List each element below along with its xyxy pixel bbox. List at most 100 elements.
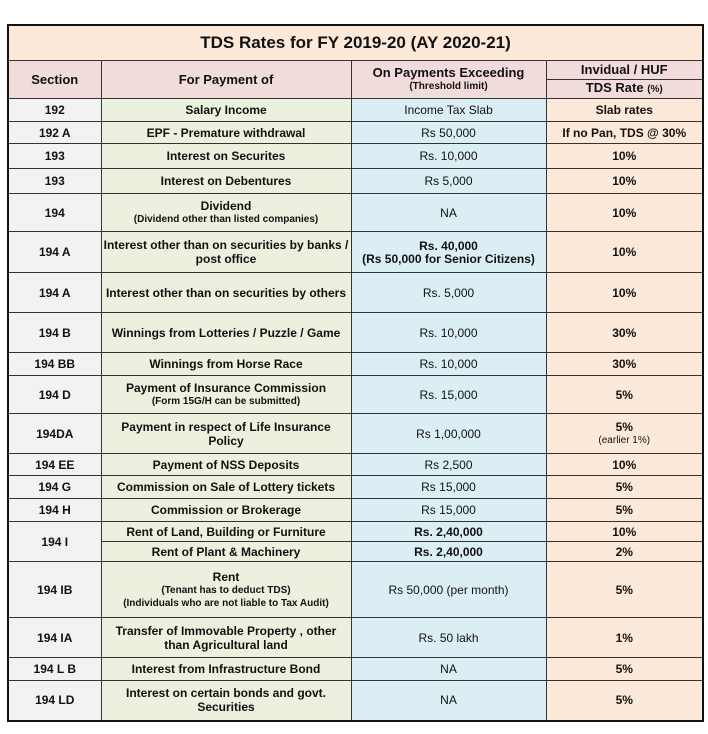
rate-text: 1% (615, 630, 633, 645)
table-row: 194 IA Transfer of Immovable Property , o… (7, 617, 704, 658)
threshold-cell: NA (350, 680, 547, 721)
threshold-text: NA (440, 662, 457, 676)
table-row: 194 G Commission on Sale of Lottery ticke… (7, 475, 704, 499)
rate-cell: 10% (545, 193, 704, 232)
payment-text: Interest from Infrastructure Bond (131, 662, 321, 676)
threshold-cell: Rs 15,000 (350, 475, 547, 499)
payment-cell: Salary Income (100, 98, 352, 122)
section-cell: 194 A (7, 272, 102, 313)
threshold-text: Rs. 2,40,000 (414, 524, 483, 539)
threshold-cell: Rs 5,000 (350, 168, 547, 194)
payment-cell: Payment of Insurance Commission (Form 15G… (100, 375, 352, 414)
threshold-text: Rs 1,00,000 (416, 426, 481, 441)
rate-text: 5% (615, 480, 633, 494)
payment-text: Commission on Sale of Lottery tickets (116, 480, 336, 494)
table-row: 194 LD Interest on certain bonds and govt… (7, 680, 704, 721)
rate-text: 30% (612, 357, 637, 371)
section-cell: 194 I (7, 521, 102, 562)
rate-text: 5% (615, 693, 633, 708)
rate-text: 10% (612, 524, 637, 539)
table-title: TDS Rates for FY 2019-20 (AY 2020-21) (7, 24, 704, 61)
rate-cell: Slab rates (545, 98, 704, 122)
rate-text: 10% (612, 205, 637, 220)
rate-cell: 5% (545, 375, 704, 414)
header-threshold-label: On Payments Exceeding (372, 65, 525, 80)
header-rate-group: Invidual / HUF (545, 60, 704, 80)
threshold-text: Rs 15,000 (421, 480, 476, 494)
payment-text: Commission or Brokerage (150, 503, 302, 517)
threshold-cell: Rs. 50 lakh (350, 617, 547, 658)
payment-text: Rent (212, 569, 240, 584)
rate-cell: 10% (545, 231, 704, 273)
rate-text: 10% (612, 285, 637, 300)
payment-cell: Interest from Infrastructure Bond (100, 657, 352, 681)
payment-cell: Transfer of Immovable Property , other t… (100, 617, 352, 658)
section-cell: 192 A (7, 121, 102, 144)
payment-cell: Rent of Land, Building or Furniture (100, 521, 352, 542)
threshold-cell: NA (350, 657, 547, 681)
payment-text: Rent of Land, Building or Furniture (126, 524, 326, 539)
threshold-text: Rs 15,000 (421, 503, 476, 517)
threshold-text: Income Tax Slab (404, 103, 493, 117)
table-row: 194 H Commission or Brokerage Rs 15,000 5% (7, 498, 704, 522)
threshold-note: (Rs 50,000 for Senior Citizens) (362, 251, 535, 266)
threshold-cell: Rs. 2,40,000 (350, 541, 547, 562)
threshold-text: Rs 50,000 (per month) (388, 582, 509, 597)
rate-text: If no Pan, TDS @ 30% (562, 125, 687, 140)
section-cell: 194 IB (7, 561, 102, 618)
threshold-text: Rs. 40,000 (419, 238, 478, 253)
table-row: 194 IB Rent (Tenant has to deduct TDS) (Ind… (7, 561, 704, 618)
payment-text: Winnings from Horse Race (149, 357, 303, 371)
threshold-cell: NA (350, 193, 547, 232)
table-row: 194 I Rent of Land, Building or Furniture… (7, 521, 704, 562)
threshold-cell: Rs 50,000 (per month) (350, 561, 547, 618)
threshold-text: Rs. 10,000 (419, 325, 478, 340)
rate-cell: 1% (545, 617, 704, 658)
section-cell: 194 A (7, 231, 102, 273)
rate-cell: 30% (545, 352, 704, 376)
rate-cell: If no Pan, TDS @ 30% (545, 121, 704, 144)
table-body: 192 Salary Income Income Tax Slab Slab rate… (7, 98, 704, 721)
payment-text: Dividend (200, 199, 252, 213)
payment-cell: Dividend (Dividend other than listed comp… (100, 193, 352, 232)
header-payment: For Payment of (100, 60, 352, 99)
rate-cell: 10% (545, 168, 704, 194)
section-cell: 194 (7, 193, 102, 232)
section-cell: 194 H (7, 498, 102, 522)
threshold-text: Rs. 5,000 (422, 285, 475, 300)
table-row: 194 B Winnings from Lotteries / Puzzle / … (7, 312, 704, 353)
section-cell: 194 B (7, 312, 102, 353)
payment-text: Payment of Insurance Commission (125, 381, 327, 395)
payment-text: Interest on Debentures (160, 174, 292, 188)
payment-cell: Payment in respect of Life Insurance Pol… (100, 413, 352, 454)
payment-text: Transfer of Immovable Property , other t… (115, 623, 337, 652)
payment-cell: Rent (Tenant has to deduct TDS) (Individua… (100, 561, 352, 618)
section-cell: 194 D (7, 375, 102, 414)
section-cell: 194 L B (7, 657, 102, 681)
payment-note: (Dividend other than listed companies) (133, 214, 319, 225)
header-rate: TDS Rate (%) (545, 79, 704, 99)
threshold-cell: Rs. 15,000 (350, 375, 547, 414)
rate-text: 10% (612, 245, 637, 259)
rate-cell: 10% (545, 521, 704, 542)
payment-cell: Winnings from Lotteries / Puzzle / Game (100, 312, 352, 353)
section-cell: 194 LD (7, 680, 102, 721)
payment-text: Payment in respect of Life Insurance Pol… (121, 419, 331, 448)
payment-cell: Rent of Plant & Machinery (100, 541, 352, 562)
payment-cell: Commission or Brokerage (100, 498, 352, 522)
payment-note: (Individuals who are not liable to Tax A… (123, 597, 329, 609)
table-row: 194 L B Interest from Infrastructure Bond… (7, 657, 704, 681)
header-rate-unit: (%) (647, 84, 663, 95)
payment-text: Interest on certain bonds and govt. Secu… (125, 686, 327, 715)
payment-cell: Interest other than on securities by ban… (100, 231, 352, 273)
threshold-text: Rs. 10,000 (419, 357, 478, 371)
payment-note: (Form 15G/H can be submitted) (151, 396, 301, 407)
rate-cell: 10% (545, 453, 704, 476)
rate-cell: 5% (545, 561, 704, 618)
payment-text: Payment of NSS Deposits (152, 457, 300, 472)
threshold-cell: Rs. 10,000 (350, 143, 547, 169)
table-row: Rent of Plant & Machinery Rs. 2,40,000 2% (8, 541, 704, 562)
threshold-text: Rs. 2,40,000 (414, 544, 483, 559)
threshold-text: Rs 5,000 (424, 174, 473, 188)
rate-cell: 5% (545, 475, 704, 499)
